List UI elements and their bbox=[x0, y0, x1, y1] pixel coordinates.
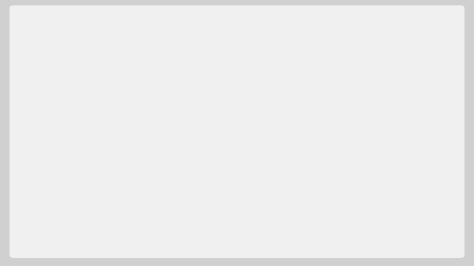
Text: π: π bbox=[50, 102, 56, 112]
Text: π: π bbox=[92, 87, 99, 97]
Text: r: r bbox=[50, 124, 55, 134]
Text: =: = bbox=[38, 105, 47, 115]
Text: π: π bbox=[278, 73, 284, 83]
Text: π: π bbox=[307, 80, 313, 90]
Text: C = 2: C = 2 bbox=[255, 73, 286, 83]
Text: Find circumference of a circle with area of 100π cm².: Find circumference of a circle with area… bbox=[26, 56, 337, 69]
Text: Area ,: Area , bbox=[22, 87, 53, 97]
Text: A: A bbox=[22, 124, 29, 134]
Text: 1: 1 bbox=[143, 73, 147, 82]
Text: π: π bbox=[22, 134, 28, 144]
Text: 2: 2 bbox=[56, 122, 61, 131]
Text: -: - bbox=[64, 148, 74, 158]
Text: Circumference, C = 2: Circumference, C = 2 bbox=[22, 73, 134, 83]
Text: •: • bbox=[18, 43, 26, 56]
Text: π: π bbox=[32, 154, 38, 164]
Text: -: - bbox=[113, 87, 120, 97]
Text: Steps to find circumference of a circle for given area.: Steps to find circumference of a circle … bbox=[26, 43, 341, 56]
Text: 3: 3 bbox=[80, 148, 84, 157]
Text: ·  √: · √ bbox=[284, 73, 305, 83]
Text: Anil Kumar: Anil Kumar bbox=[346, 15, 440, 30]
Text: A =: A = bbox=[75, 87, 97, 97]
Text: =: = bbox=[38, 127, 47, 137]
Text: A: A bbox=[305, 70, 312, 80]
Text: •: • bbox=[18, 56, 26, 69]
Text: 2: 2 bbox=[103, 85, 108, 94]
Text: r: r bbox=[98, 87, 102, 97]
Text: = r: = r bbox=[50, 148, 66, 158]
Text: 2: 2 bbox=[128, 88, 132, 97]
Text: √: √ bbox=[22, 144, 33, 162]
Text: A: A bbox=[22, 102, 29, 112]
Text: r: r bbox=[127, 73, 131, 83]
Text: A: A bbox=[31, 145, 38, 155]
Text: C = 2: C = 2 bbox=[255, 89, 286, 99]
Text: √: √ bbox=[280, 87, 293, 101]
Text: π: π bbox=[22, 112, 28, 122]
Text: π: π bbox=[120, 73, 127, 83]
Text: Circles: Circles bbox=[20, 15, 77, 30]
Text: A · π: A · π bbox=[292, 89, 317, 99]
Text: π: π bbox=[54, 112, 60, 122]
Text: r: r bbox=[57, 102, 61, 112]
Text: 2: 2 bbox=[62, 99, 67, 109]
